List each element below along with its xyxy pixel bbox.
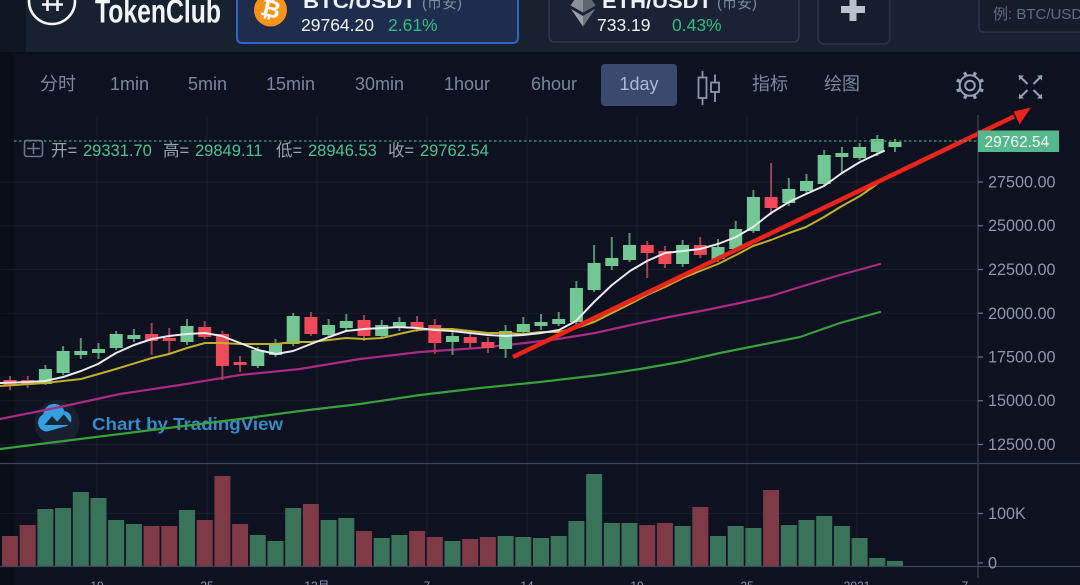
svg-text:22500.00: 22500.00	[988, 261, 1056, 279]
svg-text:高=: 高=	[163, 141, 189, 160]
svg-text:20000.00: 20000.00	[988, 305, 1056, 323]
svg-text:2021: 2021	[844, 579, 871, 585]
svg-text:1hour: 1hour	[444, 74, 490, 94]
svg-text:29764.20: 29764.20	[301, 15, 374, 35]
svg-text:25000.00: 25000.00	[988, 217, 1056, 235]
svg-text:6hour: 6hour	[531, 74, 577, 94]
svg-text:5min: 5min	[188, 74, 227, 94]
svg-text:分时: 分时	[40, 74, 76, 94]
svg-text:指标: 指标	[752, 74, 788, 94]
svg-text:BTC/USDT: BTC/USDT	[303, 0, 416, 13]
svg-text:低=: 低=	[276, 141, 302, 160]
svg-text:17500.00: 17500.00	[988, 349, 1056, 367]
svg-text:(币安): (币安)	[422, 0, 462, 12]
svg-text:12月: 12月	[304, 579, 329, 585]
svg-text:7: 7	[424, 579, 431, 585]
svg-text:2.61%: 2.61%	[388, 15, 438, 35]
svg-text:25: 25	[740, 579, 754, 585]
svg-text:0: 0	[988, 555, 997, 573]
svg-text:28946.53: 28946.53	[308, 142, 377, 160]
svg-text:733.19: 733.19	[597, 15, 651, 35]
svg-text:27500.00: 27500.00	[988, 174, 1056, 192]
svg-text:收=: 收=	[388, 141, 414, 160]
svg-text:29849.11: 29849.11	[195, 142, 263, 160]
svg-text:12500.00: 12500.00	[988, 436, 1056, 454]
svg-text:19: 19	[90, 579, 104, 585]
svg-text:绘图: 绘图	[824, 74, 860, 94]
svg-text:19: 19	[630, 579, 644, 585]
svg-text:ETH/USDT: ETH/USDT	[602, 0, 712, 13]
svg-text:1min: 1min	[110, 74, 149, 94]
svg-text:29762.54: 29762.54	[985, 134, 1050, 151]
svg-text:1day: 1day	[619, 74, 658, 94]
svg-text:例: BTC/USDT: 例: BTC/USDT	[993, 6, 1080, 23]
svg-text:25: 25	[200, 579, 214, 585]
svg-text:30min: 30min	[355, 74, 404, 94]
svg-text:开=: 开=	[51, 142, 77, 160]
svg-text:29331.70: 29331.70	[83, 142, 152, 160]
svg-text:0.43%: 0.43%	[672, 15, 722, 35]
svg-text:TokenClub: TokenClub	[95, 0, 221, 30]
svg-text:14: 14	[520, 579, 534, 585]
svg-text:7: 7	[962, 579, 969, 585]
svg-text:15min: 15min	[266, 74, 315, 94]
svg-text:29762.54: 29762.54	[420, 142, 489, 160]
svg-text:(币安): (币安)	[717, 0, 757, 12]
svg-text:15000.00: 15000.00	[988, 392, 1056, 410]
svg-text:100K: 100K	[988, 505, 1026, 523]
